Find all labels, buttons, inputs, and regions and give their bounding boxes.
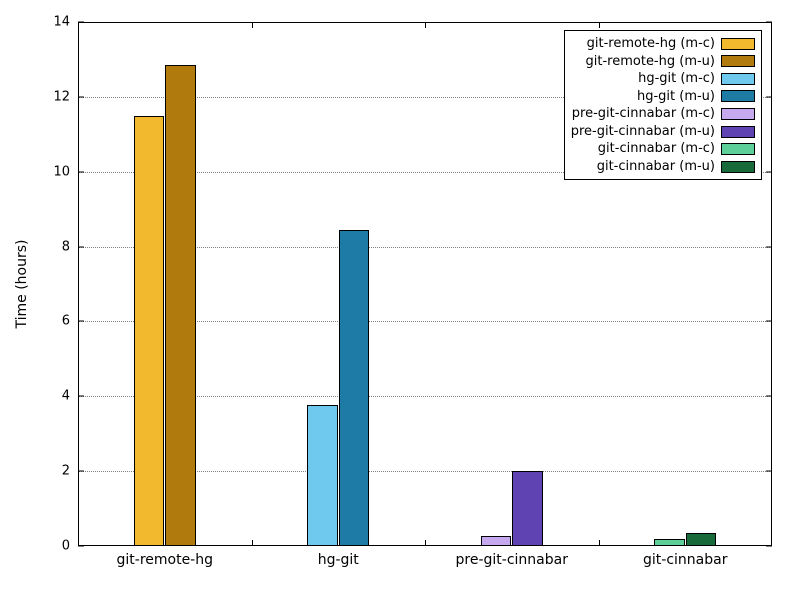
legend: git-remote-hg (m-c)git-remote-hg (m-u)hg… xyxy=(564,30,762,180)
y-axis-title: Time (hours) xyxy=(14,240,30,329)
legend-item: hg-git (m-u) xyxy=(571,88,755,106)
plot-area: 02468101214 git-remote-hghg-gitpre-git-c… xyxy=(78,22,772,546)
x-tick-label: git-cinnabar xyxy=(643,546,727,568)
bar xyxy=(134,116,164,546)
x-tick-mark xyxy=(425,22,426,28)
legend-swatch xyxy=(721,55,755,67)
y-tick-label: 2 xyxy=(62,464,78,479)
x-tick-mark xyxy=(425,540,426,546)
legend-label: hg-git (m-c) xyxy=(638,70,715,88)
y-tick-mark xyxy=(78,546,84,547)
legend-item: pre-git-cinnabar (m-u) xyxy=(571,123,755,141)
legend-swatch xyxy=(721,73,755,85)
bar xyxy=(165,65,195,546)
bar xyxy=(307,405,337,546)
x-tick-label: git-remote-hg xyxy=(117,546,214,568)
y-tick-mark xyxy=(766,22,772,23)
y-tick-label: 10 xyxy=(53,164,78,179)
y-tick-label: 0 xyxy=(62,539,78,554)
y-tick-mark xyxy=(78,396,84,397)
y-tick-mark xyxy=(78,471,84,472)
y-tick-mark xyxy=(766,546,772,547)
x-tick-mark xyxy=(252,540,253,546)
y-tick-mark xyxy=(78,171,84,172)
y-tick-mark xyxy=(766,246,772,247)
legend-item: pre-git-cinnabar (m-c) xyxy=(571,105,755,123)
legend-item: git-cinnabar (m-c) xyxy=(571,140,755,158)
legend-item: hg-git (m-c) xyxy=(571,70,755,88)
chart-container: 0 2 4 6 8 10 12 14 git-remote-hg hg-git pre-git-c… xyxy=(0,0,800,600)
legend-label: git-cinnabar (m-u) xyxy=(597,158,715,176)
x-tick-mark xyxy=(599,540,600,546)
legend-label: pre-git-cinnabar (m-u) xyxy=(571,123,715,141)
y-tick-mark xyxy=(766,171,772,172)
y-tick-label: 12 xyxy=(53,89,78,104)
y-tick-mark xyxy=(78,96,84,97)
x-tick-label: pre-git-cinnabar xyxy=(456,546,568,568)
y-tick-mark xyxy=(766,96,772,97)
legend-swatch xyxy=(721,90,755,102)
legend-swatch xyxy=(721,38,755,50)
y-tick-label: 14 xyxy=(53,15,78,30)
bar xyxy=(654,539,684,546)
legend-item: git-cinnabar (m-u) xyxy=(571,158,755,176)
y-tick-mark xyxy=(766,471,772,472)
legend-swatch xyxy=(721,108,755,120)
legend-label: git-cinnabar (m-c) xyxy=(598,140,715,158)
bar xyxy=(481,536,511,546)
x-tick-mark xyxy=(252,22,253,28)
y-tick-label: 6 xyxy=(62,314,78,329)
legend-label: pre-git-cinnabar (m-c) xyxy=(572,105,715,123)
legend-label: git-remote-hg (m-c) xyxy=(587,35,715,53)
legend-swatch xyxy=(721,143,755,155)
legend-label: hg-git (m-u) xyxy=(637,88,715,106)
x-tick-label: hg-git xyxy=(318,546,359,568)
y-tick-label: 4 xyxy=(62,389,78,404)
y-tick-mark xyxy=(78,246,84,247)
bar xyxy=(686,533,716,546)
y-tick-mark xyxy=(78,22,84,23)
y-tick-label: 8 xyxy=(62,239,78,254)
legend-item: git-remote-hg (m-c) xyxy=(571,35,755,53)
y-tick-mark xyxy=(766,321,772,322)
x-tick-mark xyxy=(599,22,600,28)
y-tick-mark xyxy=(766,396,772,397)
y-tick-mark xyxy=(78,321,84,322)
bar xyxy=(339,230,369,546)
legend-label: git-remote-hg (m-u) xyxy=(586,53,715,71)
legend-swatch xyxy=(721,161,755,173)
bar xyxy=(512,471,542,546)
legend-item: git-remote-hg (m-u) xyxy=(571,53,755,71)
legend-swatch xyxy=(721,126,755,138)
